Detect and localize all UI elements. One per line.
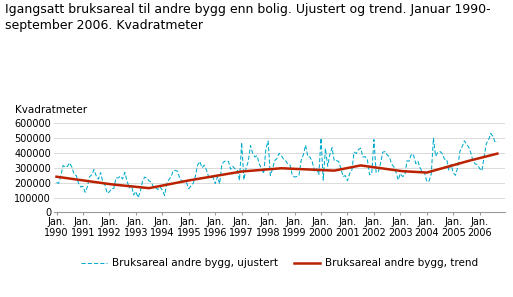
Bruksareal andre bygg, ujustert [495, 140, 501, 143]
Bruksareal andre bygg, ujustert [459, 145, 465, 148]
Line: Bruksareal andre bygg, trend: Bruksareal andre bygg, trend [56, 154, 498, 188]
Bruksareal andre bygg, ujustert [216, 182, 223, 186]
Bruksareal andre bygg, ujustert [135, 196, 141, 200]
Bruksareal andre bygg, trend [216, 173, 223, 177]
Line: Bruksareal andre bygg, ujustert: Bruksareal andre bygg, ujustert [56, 133, 498, 198]
Legend: Bruksareal andre bygg, ujustert, Bruksareal andre bygg, trend: Bruksareal andre bygg, ujustert, Bruksar… [77, 254, 482, 273]
Bruksareal andre bygg, ujustert [488, 132, 494, 135]
Bruksareal andre bygg, trend [241, 170, 247, 173]
Bruksareal andre bygg, ujustert [55, 181, 62, 185]
Bruksareal andre bygg, trend [294, 167, 300, 171]
Bruksareal andre bygg, trend [495, 152, 501, 155]
Bruksareal andre bygg, ujustert [294, 175, 300, 178]
Bruksareal andre bygg, trend [459, 161, 465, 165]
Bruksareal andre bygg, trend [53, 175, 60, 178]
Text: Igangsatt bruksareal til andre bygg enn bolig. Ujustert og trend. Januar 1990-
s: Igangsatt bruksareal til andre bygg enn … [5, 3, 491, 32]
Bruksareal andre bygg, ujustert [241, 178, 247, 181]
Text: Kvadratmeter: Kvadratmeter [15, 105, 88, 115]
Bruksareal andre bygg, ujustert [93, 174, 99, 178]
Bruksareal andre bygg, trend [55, 175, 62, 179]
Bruksareal andre bygg, trend [146, 187, 152, 190]
Bruksareal andre bygg, ujustert [53, 181, 60, 184]
Bruksareal andre bygg, trend [93, 181, 99, 184]
